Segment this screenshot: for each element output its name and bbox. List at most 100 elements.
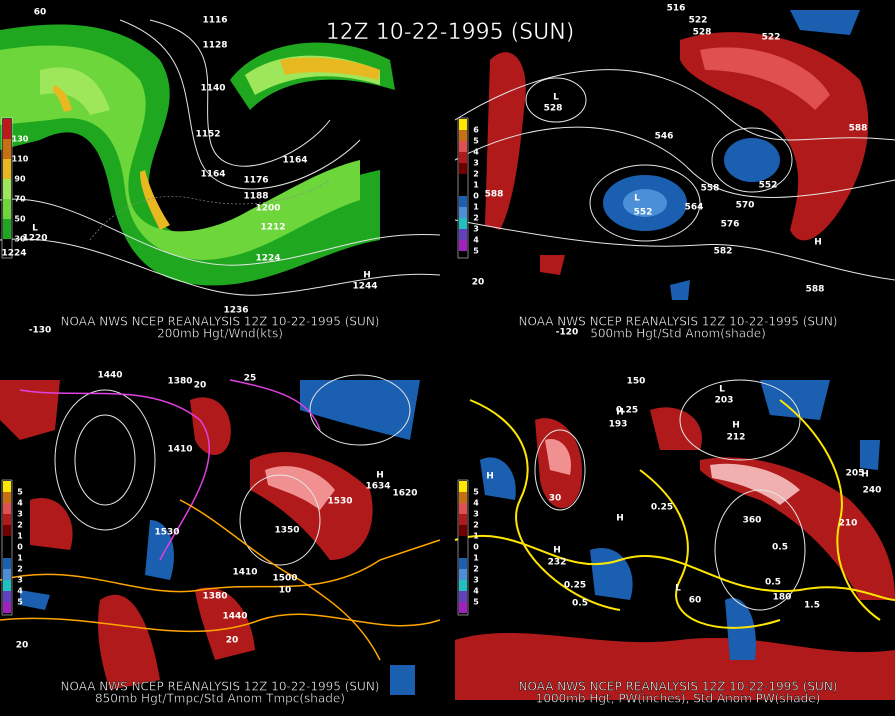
colorbar-label: 3 xyxy=(473,159,479,168)
contour-label: 0.5 xyxy=(772,543,788,553)
footer: NOAA NWS NCEP REANALYSIS 12Z 10-22-1995 … xyxy=(61,315,380,329)
panel-850mb xyxy=(0,373,441,700)
colorbar-label: 1 xyxy=(17,554,23,563)
contour-label: L xyxy=(719,385,725,395)
panel-200mb xyxy=(0,10,441,345)
colorbar-label: 4 xyxy=(473,148,479,157)
contour-label: 0.25 xyxy=(564,581,586,591)
colorbar-label: 2 xyxy=(473,214,479,223)
contour-label: 546 xyxy=(655,132,674,142)
colorbar-label: 1 xyxy=(473,554,479,563)
contour-label: 522 xyxy=(689,16,708,26)
colorbar-label: 4 xyxy=(17,587,23,596)
contour-label: 1440 xyxy=(222,612,247,622)
contour-label: 25 xyxy=(244,374,257,384)
contour-label: 1500 xyxy=(272,574,297,584)
contour-label: 203 xyxy=(715,396,734,406)
colorbar-label: 50 xyxy=(14,215,26,224)
subtitle: 850mb Hgt/Tmpc/Std Anom Tmpc(shade) xyxy=(95,692,345,706)
contour-label: H xyxy=(814,238,822,248)
contour-label: 1410 xyxy=(232,568,257,578)
colorbar-label: 5 xyxy=(17,488,23,497)
panel-1000mb xyxy=(454,373,895,700)
contour-label: 1244 xyxy=(352,282,377,292)
contour-label: 1410 xyxy=(167,445,192,455)
colorbar-label: 110 xyxy=(12,155,29,164)
contour-label: L xyxy=(32,224,38,234)
contour-label: 564 xyxy=(685,203,704,213)
contour-label: H xyxy=(486,472,494,482)
colorbar-label: 0 xyxy=(17,543,23,552)
colorbar-label: 6 xyxy=(473,126,479,135)
contour-label: 20 xyxy=(16,641,29,651)
contour-label: H xyxy=(363,271,371,281)
contour-label: L xyxy=(675,584,681,594)
contour-label: 558 xyxy=(701,184,720,194)
contour-label: 588 xyxy=(485,190,504,200)
contour-label: 528 xyxy=(544,104,563,114)
contour-label: H xyxy=(553,546,561,556)
colorbar-label: 1 xyxy=(17,532,23,541)
colorbar-label: 30 xyxy=(14,235,26,244)
contour-label: 570 xyxy=(736,201,755,211)
contour-label: 0.5 xyxy=(572,599,588,609)
contour-label: 210 xyxy=(839,519,858,529)
colorbar-label: 0 xyxy=(473,543,479,552)
panel-500mb xyxy=(454,10,895,345)
colorbar-label: 5 xyxy=(473,488,479,497)
contour-label: 1200 xyxy=(255,204,280,214)
colorbar-label: 4 xyxy=(17,499,23,508)
contour-label: 360 xyxy=(743,516,762,526)
contour-label: 212 xyxy=(727,433,746,443)
contour-label: 1380 xyxy=(202,592,227,602)
colorbar-label: 90 xyxy=(14,175,26,184)
contour-label: 1164 xyxy=(282,156,307,166)
contour-label: 1220 xyxy=(22,234,47,244)
colorbar-label: 2 xyxy=(473,170,479,179)
footer: NOAA NWS NCEP REANALYSIS 12Z 10-22-1995 … xyxy=(519,680,838,694)
colorbar-label: 3 xyxy=(17,576,23,585)
contour-label: 10 xyxy=(279,586,292,596)
contour-label: 576 xyxy=(721,220,740,230)
contour-label: 1236 xyxy=(223,306,248,316)
colorbar-label: 3 xyxy=(473,510,479,519)
colorbar-label: 0 xyxy=(473,192,479,201)
contour-label: 1188 xyxy=(243,192,268,202)
contour-label: 20 xyxy=(194,381,207,391)
contour-label: 552 xyxy=(634,208,653,218)
contour-label: 1350 xyxy=(274,526,299,536)
contour-label: 1530 xyxy=(154,528,179,538)
contour-label: 30 xyxy=(549,494,562,504)
contour-label: 205 xyxy=(846,469,865,479)
contour-label: 193 xyxy=(609,420,628,430)
contour-label: 0.25 xyxy=(651,503,673,513)
colorbar-label: 4 xyxy=(473,236,479,245)
colorbar-label: 3 xyxy=(473,576,479,585)
colorbar-label: 1 xyxy=(473,532,479,541)
contour-label: 522 xyxy=(762,33,781,43)
contour-label: 588 xyxy=(806,285,825,295)
contour-label: 1212 xyxy=(260,223,285,233)
colorbar-label: 5 xyxy=(17,598,23,607)
contour-label: 0.25 xyxy=(616,406,638,416)
contour-label: 1140 xyxy=(200,84,225,94)
contour-label: 1.5 xyxy=(804,601,820,611)
colorbar-label: 1 xyxy=(473,203,479,212)
contour-label: 60 xyxy=(34,8,47,18)
contour-label: 1620 xyxy=(392,489,417,499)
contour-label: 1380 xyxy=(167,377,192,387)
contour-label: 1176 xyxy=(243,176,268,186)
colorbar-label: 3 xyxy=(17,510,23,519)
contour-label: 60 xyxy=(689,596,702,606)
contour-label: 20 xyxy=(472,278,485,288)
contour-label: 1224 xyxy=(255,254,280,264)
contour-label: L xyxy=(634,194,640,204)
contour-label: 240 xyxy=(863,486,882,496)
contour-label: 1152 xyxy=(195,130,220,140)
contour-label: H xyxy=(732,421,740,431)
contour-label: 150 xyxy=(627,377,646,387)
contour-label: 1128 xyxy=(202,41,227,51)
contour-label: 528 xyxy=(693,28,712,38)
colorbar-label: 5 xyxy=(473,137,479,146)
